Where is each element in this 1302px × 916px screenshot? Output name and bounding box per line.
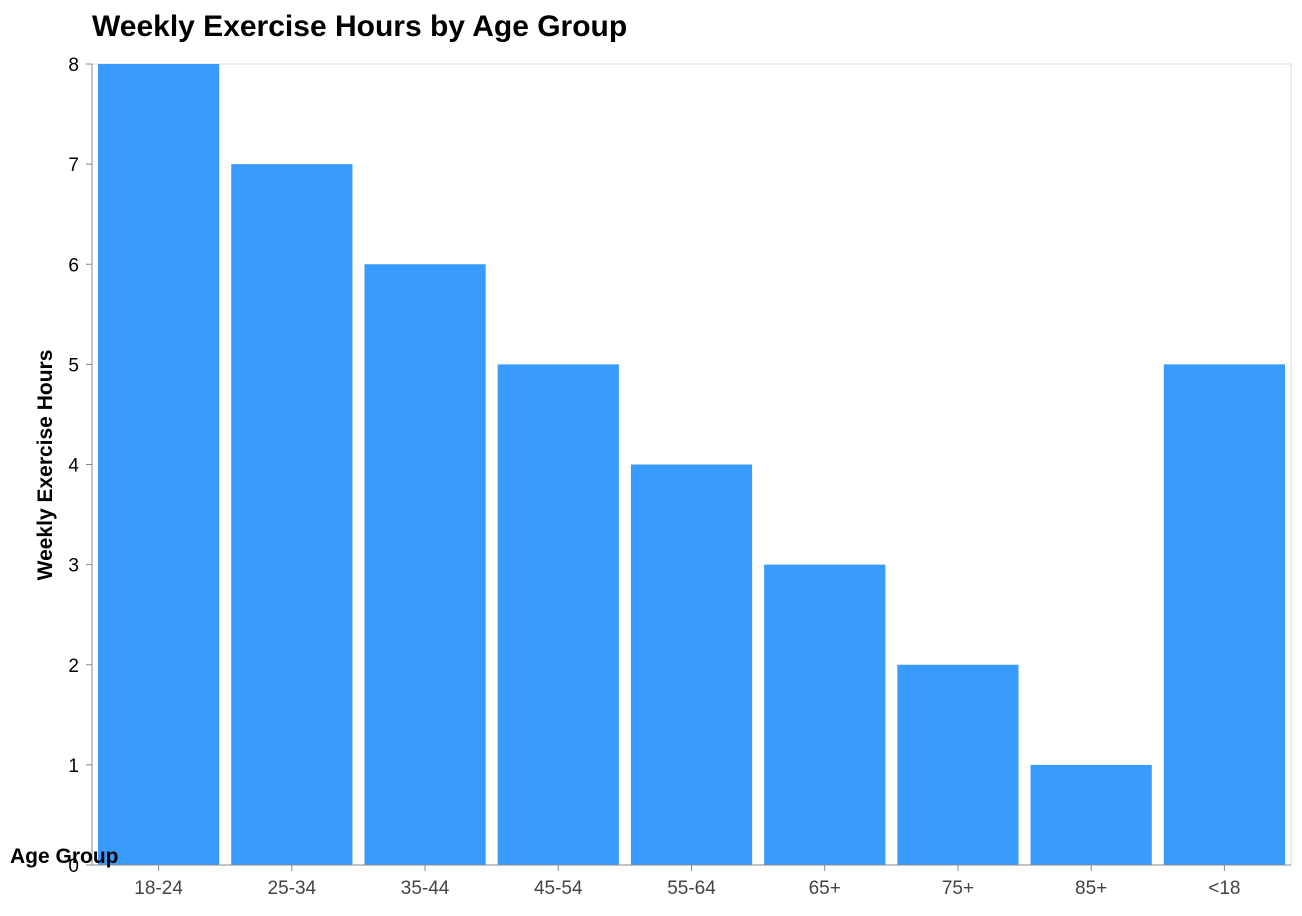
- bar-75+: [897, 664, 1019, 865]
- x-tick-label: 25-34: [268, 878, 317, 899]
- x-tick-label: <18: [1208, 878, 1240, 899]
- x-tick-label: 65+: [809, 878, 841, 899]
- x-axis-title: Age Group: [10, 845, 119, 868]
- y-tick-label: 8: [68, 55, 79, 76]
- bar-<18: [1163, 364, 1285, 865]
- x-tick-label: 55-64: [667, 878, 716, 899]
- chart-title: Weekly Exercise Hours by Age Group: [92, 10, 627, 43]
- bar-18-24: [98, 64, 220, 865]
- y-tick-label: 1: [68, 756, 79, 777]
- y-tick-label: 6: [68, 255, 79, 276]
- y-tick-label: 5: [68, 355, 79, 376]
- bar-25-34: [231, 164, 353, 865]
- x-tick-label: 35-44: [401, 878, 450, 899]
- bar-45-54: [497, 364, 619, 865]
- y-tick-label: 2: [68, 656, 79, 677]
- x-tick-label: 18-24: [134, 878, 183, 899]
- y-tick-label: 3: [68, 556, 79, 577]
- bar-55-64: [630, 464, 753, 865]
- y-tick-label: 7: [68, 155, 79, 176]
- y-tick-label: 4: [68, 456, 79, 477]
- bar-35-44: [364, 264, 486, 865]
- bar-65+: [764, 564, 886, 865]
- x-tick-label: 45-54: [534, 878, 583, 899]
- bars: [98, 64, 1285, 865]
- y-tick-label: 0: [68, 856, 79, 877]
- x-tick-label: 75+: [942, 878, 974, 899]
- bar-85+: [1030, 764, 1152, 865]
- y-axis-ticks: 0 1 2 3 4 5 6 7 8: [68, 55, 92, 877]
- x-axis-ticks: 18-24 25-34 35-44 45-54 55-64 65+ 75+ 85+ <18: [134, 865, 1241, 899]
- x-tick-label: 85+: [1075, 878, 1107, 899]
- y-axis-title: Weekly Exercise Hours: [34, 350, 57, 581]
